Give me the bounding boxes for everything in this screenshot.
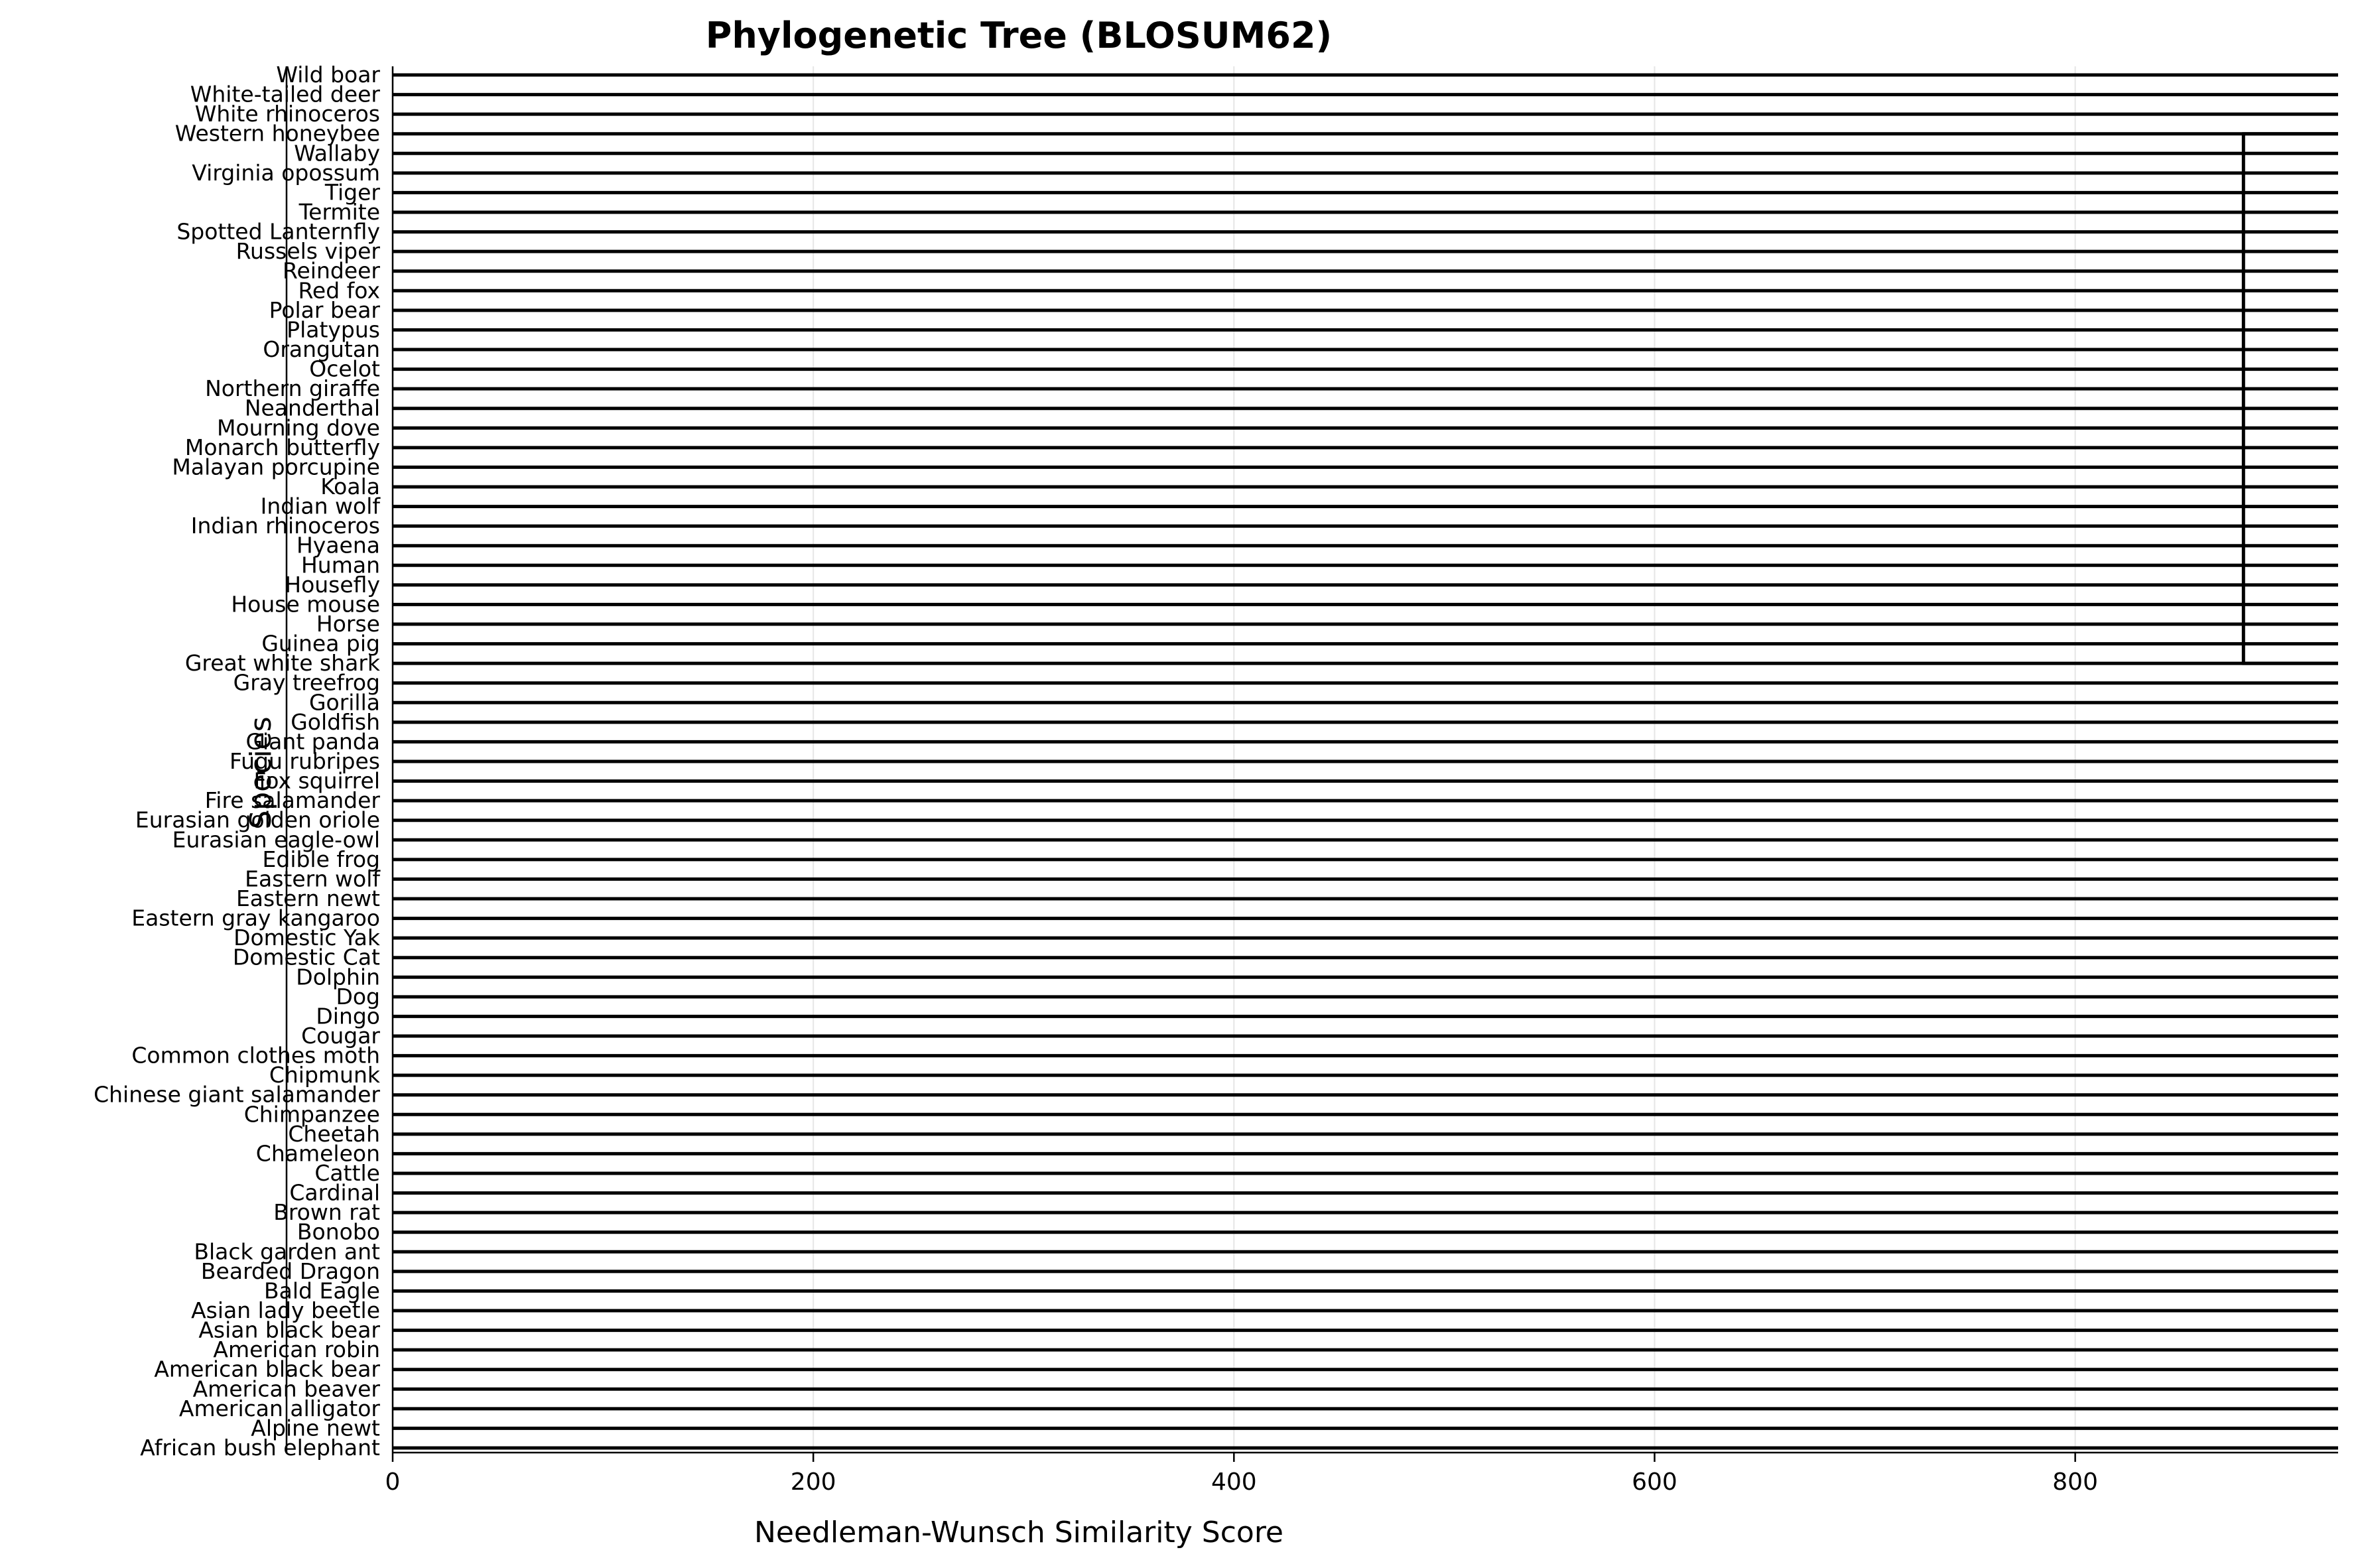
leaf-label: Gray treefrog [233,670,380,696]
leaf-label: Great white shark [185,650,381,676]
x-tick-label: 0 [385,1469,401,1496]
leaf-label: Ocelot [309,356,380,382]
leaf-label: Northern giraffe [205,375,380,401]
leaf-label: Black garden ant [194,1238,380,1264]
leaf-label: Eastern gray kangaroo [131,905,380,931]
leaf-label: Termite [298,199,380,225]
leaf-label: Chameleon [256,1140,380,1166]
leaf-label: Giant panda [245,728,380,754]
leaf-label: Domestic Yak [233,925,381,950]
leaf-label: American beaver [193,1376,381,1402]
leaf-label: Fox squirrel [253,768,380,794]
leaf-label: Fire salamander [205,787,381,813]
leaf-label: Common clothes moth [131,1043,380,1069]
leaf-label: Goldfish [291,709,380,735]
x-axis-ticks: 0 200 400 600 800 [385,1453,2098,1496]
leaf-label: Gorilla [309,689,380,715]
leaf-label: Wallaby [294,140,380,166]
leaf-label: Cattle [314,1160,380,1186]
chart-title: Phylogenetic Tree (BLOSUM62) [706,15,1332,56]
leaf-label: Orangutan [263,336,380,362]
leaf-label: Red fox [298,277,380,303]
leaf-label: Russels viper [236,238,381,264]
x-tick-label: 200 [791,1469,836,1496]
leaf-label: Neanderthal [245,395,380,421]
leaf-label: Edible frog [263,846,380,872]
leaf-label: Bonobo [297,1219,380,1245]
leaf-label: Alpine newt [251,1415,380,1441]
leaf-label: Platypus [287,316,380,342]
merge-connector [2241,132,2338,665]
leaf-label: Cheetah [288,1121,380,1147]
leaf-label: Housefly [285,572,380,598]
leaf-label: Polar bear [269,297,381,323]
leaf-label: Mourning dove [217,415,380,440]
leaf-label: Eurasian golden oriole [135,807,380,833]
leaf-label: American black bear [154,1356,380,1382]
leaf-label: Dog [336,984,380,1010]
leaf-label: White rhinoceros [195,101,380,127]
leaf-label: Tiger [324,179,381,205]
leaf-label: Brown rat [273,1199,380,1225]
x-axis-label: Needleman-Wunsch Similarity Score [754,1516,1283,1549]
leaf-label: Western honeybee [175,121,380,147]
x-tick-label: 600 [1632,1469,1677,1496]
leaf-label: Cardinal [289,1180,380,1206]
leaf-label: Chinese giant salamander [94,1082,380,1108]
leaf-label: Wild boar [276,62,380,88]
leaf-label: Koala [320,474,380,499]
leaf-label: Indian rhinoceros [191,513,380,539]
leaf-label: Chimpanzee [244,1101,380,1127]
axes-frame [391,66,2338,1454]
leaf-label: Bald Eagle [264,1277,380,1303]
leaf-label: Dolphin [296,964,380,990]
leaf-label: American robin [213,1337,380,1362]
leaf-label: Cougar [301,1023,380,1049]
leaf-label: Virginia opossum [192,160,380,186]
leaf-label: Horse [316,611,380,637]
leaf-label: Eastern wolf [245,866,381,891]
leaf-label: Human [301,552,380,578]
leaf-label: Spotted Lanternfly [176,219,380,245]
leaf-label: Monarch butterfly [185,434,380,460]
leaf-label: House mouse [231,591,380,617]
leaf-label: African bush elephant [140,1435,380,1461]
grid-lines [813,66,2076,1453]
leaf-label: American alligator [179,1396,381,1421]
leaf-label: Guinea pig [261,631,380,657]
leaf-label: Eurasian eagle-owl [172,826,380,852]
leaf-label: Malayan porcupine [172,454,380,480]
x-tick-label: 400 [1211,1469,1257,1496]
leaf-label: Dingo [316,1003,380,1029]
leaf-lines [393,73,2338,1450]
x-tick-label: 800 [2052,1469,2098,1496]
leaf-label: Reindeer [283,258,380,284]
leaf-label: Bearded Dragon [201,1258,380,1284]
y-axis-label-group: Species [244,716,278,828]
leaf-label: White-tailed deer [190,82,381,107]
leaf-label: Asian lady beetle [191,1297,380,1323]
leaf-label: Chipmunk [269,1062,381,1088]
leaf-label: Indian wolf [261,493,381,519]
leaf-label: Hyaena [296,533,380,558]
y-axis-label: Species [244,716,278,828]
leaf-label: Eastern newt [236,885,380,911]
leaf-label: Fugu rubripes [229,748,380,774]
leaf-label: Asian black bear [198,1317,380,1343]
leaf-label: Domestic Cat [233,945,380,970]
